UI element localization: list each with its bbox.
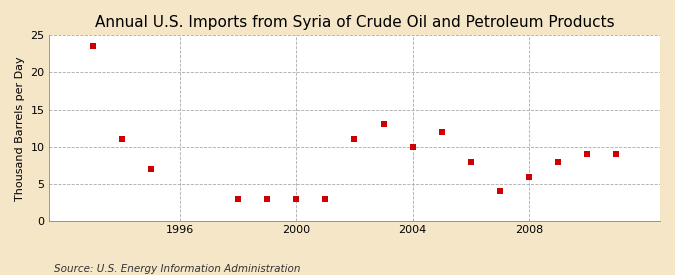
Point (407, 145, 418, 149)
Point (349, 137, 360, 142)
Point (436, 130, 447, 134)
Point (145, 167, 156, 171)
Point (116, 137, 127, 142)
Point (378, 122, 389, 127)
Point (553, 160, 564, 164)
Point (582, 152, 593, 156)
Point (611, 152, 622, 156)
Point (233, 197, 244, 201)
Text: Source: U.S. Energy Information Administration: Source: U.S. Energy Information Administ… (54, 264, 300, 274)
Title: Annual U.S. Imports from Syria of Crude Oil and Petroleum Products: Annual U.S. Imports from Syria of Crude … (95, 15, 614, 30)
Point (495, 189, 506, 194)
Point (320, 197, 331, 201)
Point (466, 160, 477, 164)
Point (262, 197, 273, 201)
Y-axis label: Thousand Barrels per Day: Thousand Barrels per Day (15, 56, 25, 200)
Point (291, 197, 302, 201)
Point (87, 44, 98, 49)
Point (524, 174, 535, 179)
